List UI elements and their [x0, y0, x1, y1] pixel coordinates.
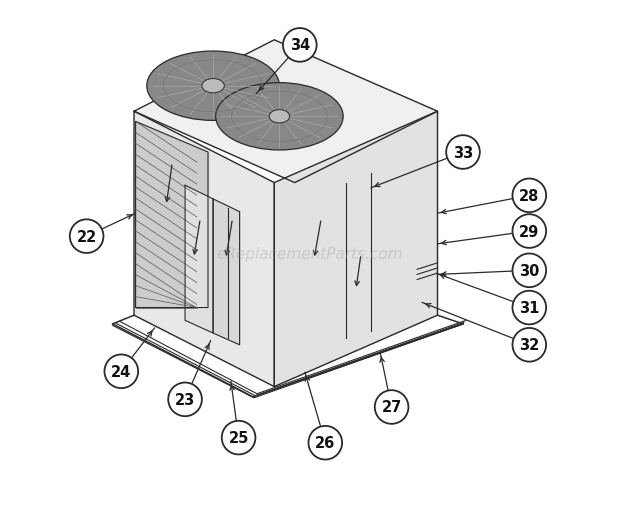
Circle shape [70, 220, 104, 253]
Ellipse shape [147, 52, 280, 121]
Circle shape [374, 390, 409, 424]
Text: 32: 32 [519, 337, 539, 353]
Circle shape [168, 383, 202, 416]
Circle shape [513, 215, 546, 248]
Text: 24: 24 [111, 364, 131, 379]
Circle shape [513, 179, 546, 213]
Text: 27: 27 [381, 400, 402, 415]
Text: 29: 29 [519, 224, 539, 239]
Text: 31: 31 [519, 300, 539, 316]
Ellipse shape [216, 83, 343, 151]
Text: 30: 30 [519, 263, 539, 278]
Ellipse shape [202, 79, 224, 94]
Polygon shape [136, 122, 208, 308]
Polygon shape [134, 41, 438, 183]
Polygon shape [185, 186, 213, 333]
Circle shape [283, 29, 317, 63]
Circle shape [309, 426, 342, 460]
Text: 28: 28 [519, 188, 539, 204]
Text: 22: 22 [76, 229, 97, 244]
Polygon shape [213, 200, 239, 345]
Text: 23: 23 [175, 392, 195, 407]
Polygon shape [274, 112, 438, 387]
Text: 26: 26 [315, 435, 335, 450]
Text: 34: 34 [290, 38, 310, 53]
Circle shape [513, 254, 546, 288]
Text: 33: 33 [453, 145, 473, 160]
Text: eReplacementParts.com: eReplacementParts.com [216, 247, 404, 262]
Polygon shape [134, 112, 274, 387]
Circle shape [513, 291, 546, 325]
Circle shape [222, 421, 255, 455]
Text: 25: 25 [228, 430, 249, 445]
Circle shape [513, 328, 546, 362]
Ellipse shape [269, 110, 290, 124]
Circle shape [446, 136, 480, 169]
Circle shape [105, 355, 138, 388]
